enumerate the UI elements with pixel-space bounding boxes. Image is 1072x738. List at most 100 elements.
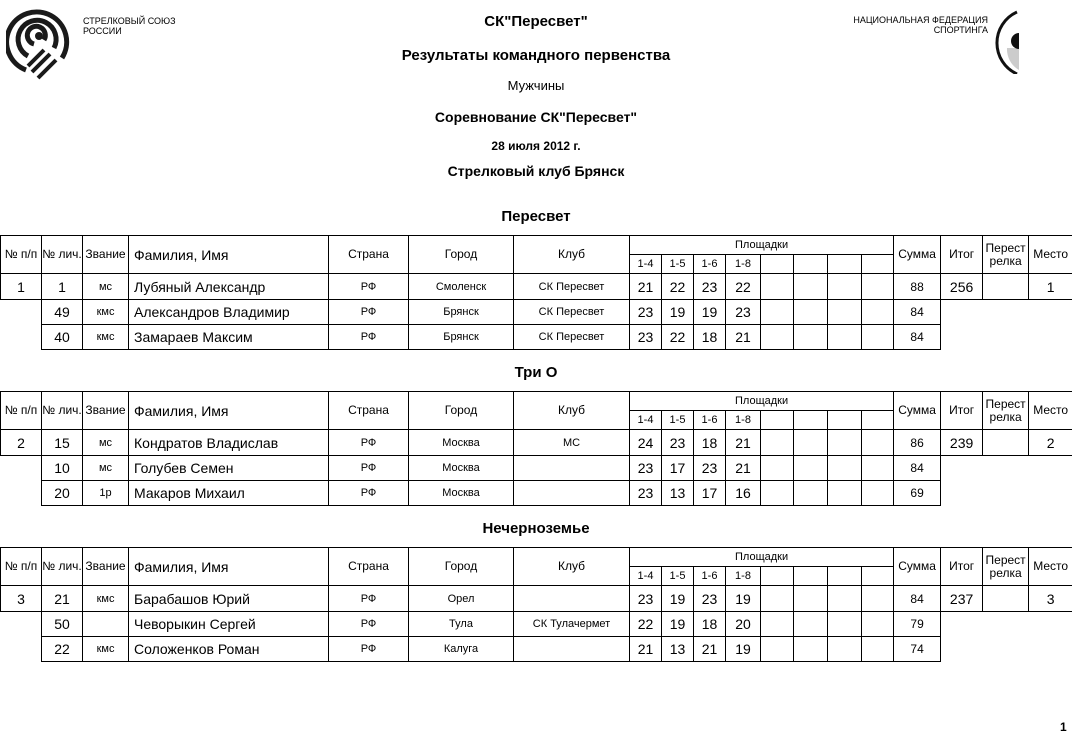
athlete-name: Соложенков Роман	[128, 636, 329, 662]
table-row: 40 кмс Замараев Максим РФ Брянск СК Пересвет 2…	[1, 324, 1072, 350]
team-table: № п/п № лич. Звание Фамилия, Имя Страна Город…	[0, 547, 1072, 662]
team-table: № п/п № лич. Звание Фамилия, Имя Страна Город…	[0, 235, 1072, 350]
rank: кмс	[82, 585, 129, 612]
range-score: 22	[725, 273, 761, 300]
right-org-name: НАЦИОНАЛЬНАЯ ФЕДЕРАЦИЯ СПОРТИНГА	[820, 15, 988, 35]
header-shootoff: Перест релка	[982, 235, 1030, 274]
header-range-label	[760, 410, 794, 430]
header-num-pp: № п/п	[0, 547, 42, 586]
range-score	[793, 480, 828, 506]
header-city: Город	[408, 391, 514, 430]
header-range-label	[760, 254, 794, 274]
range-score: 13	[661, 480, 694, 506]
license-number: 22	[41, 636, 83, 662]
table-row: 10 мс Голубев Семен РФ Москва 23 17 23 21 84	[1, 455, 1072, 481]
table-row: 20 1р Макаров Михаил РФ Москва 23 13 17 16 69	[1, 480, 1072, 506]
team-name: Три О	[514, 364, 558, 381]
page-title: Результаты командного первенства	[401, 47, 671, 64]
right-org-line1: НАЦИОНАЛЬНАЯ ФЕДЕРАЦИЯ	[853, 15, 988, 25]
range-score: 19	[725, 585, 761, 612]
athlete-name: Лубяный Александр	[128, 273, 329, 300]
team-place: 3	[1028, 585, 1072, 612]
rank: мс	[82, 273, 129, 300]
city: Калуга	[408, 636, 514, 662]
sum: 74	[893, 636, 942, 662]
header-range-label: 1-5	[661, 410, 694, 430]
sum: 84	[893, 585, 942, 612]
range-score: 13	[661, 636, 694, 662]
table-row: 1 1 мс Лубяный Александр РФ Смоленск СК Пересв…	[0, 273, 1072, 300]
header-sum: Сумма	[893, 235, 942, 274]
rank: 1р	[82, 480, 129, 506]
header-range-label: 1-4	[629, 410, 662, 430]
athlete-name: Замараев Максим	[128, 324, 329, 350]
range-score	[760, 585, 794, 612]
range-score	[860, 455, 895, 481]
header-range-label	[827, 254, 862, 274]
club-title: СК"Пересвет"	[484, 13, 588, 30]
header-range-label	[760, 566, 794, 586]
country: РФ	[328, 585, 409, 612]
empty-cell	[1, 481, 42, 506]
range-score: 23	[629, 585, 662, 612]
header-ranges: Площадки	[628, 391, 895, 411]
empty-cell	[983, 300, 1029, 325]
range-score	[860, 611, 895, 637]
range-score: 21	[693, 636, 726, 662]
range-score: 23	[661, 429, 694, 456]
range-score	[760, 299, 794, 325]
header-num-lic: № лич.	[41, 235, 83, 274]
header-shootoff: Перест релка	[982, 547, 1030, 586]
range-score: 17	[661, 455, 694, 481]
club: СК Пересвет	[513, 273, 630, 300]
header-range-label	[827, 410, 862, 430]
header-city: Город	[408, 547, 514, 586]
header-total: Итог	[940, 391, 984, 430]
city: Москва	[408, 455, 514, 481]
sum: 88	[893, 273, 942, 300]
range-score: 23	[629, 455, 662, 481]
range-score	[827, 273, 862, 300]
athlete-name: Барабашов Юрий	[128, 585, 329, 612]
range-score	[793, 455, 828, 481]
range-score: 22	[629, 611, 662, 637]
empty-cell	[1029, 325, 1072, 350]
header-place: Место	[1028, 547, 1072, 586]
range-score	[793, 636, 828, 662]
header-range-label: 1-5	[661, 566, 694, 586]
header-range-label: 1-4	[629, 566, 662, 586]
club: СК Пересвет	[513, 299, 630, 325]
header-num-lic: № лич.	[41, 547, 83, 586]
team-place: 2	[1028, 429, 1072, 456]
table-row: 2 15 мс Кондратов Владислав РФ Москва МС 24 23 18…	[0, 429, 1072, 456]
city: Тула	[408, 611, 514, 637]
empty-cell	[941, 637, 983, 662]
shootoff	[982, 585, 1030, 612]
empty-cell	[1029, 612, 1072, 637]
country: РФ	[328, 273, 409, 300]
empty-cell	[1, 612, 42, 637]
range-score: 19	[661, 585, 694, 612]
team-number: 3	[0, 585, 42, 612]
empty-cell	[983, 456, 1029, 481]
range-score	[860, 429, 895, 456]
range-score: 21	[629, 273, 662, 300]
empty-cell	[941, 300, 983, 325]
license-number: 1	[41, 273, 83, 300]
team-total: 239	[940, 429, 984, 456]
sum: 69	[893, 480, 942, 506]
empty-cell	[1029, 456, 1072, 481]
header-range-label	[793, 566, 828, 586]
header-num-lic: № лич.	[41, 391, 83, 430]
rank: мс	[82, 455, 129, 481]
range-score	[860, 273, 895, 300]
header-city: Город	[408, 235, 514, 274]
range-score	[827, 585, 862, 612]
category: Мужчины	[507, 78, 565, 93]
country: РФ	[328, 299, 409, 325]
rank: мс	[82, 429, 129, 456]
empty-cell	[983, 637, 1029, 662]
header-range-label: 1-6	[693, 410, 726, 430]
header-num-pp: № п/п	[0, 391, 42, 430]
empty-cell	[983, 481, 1029, 506]
